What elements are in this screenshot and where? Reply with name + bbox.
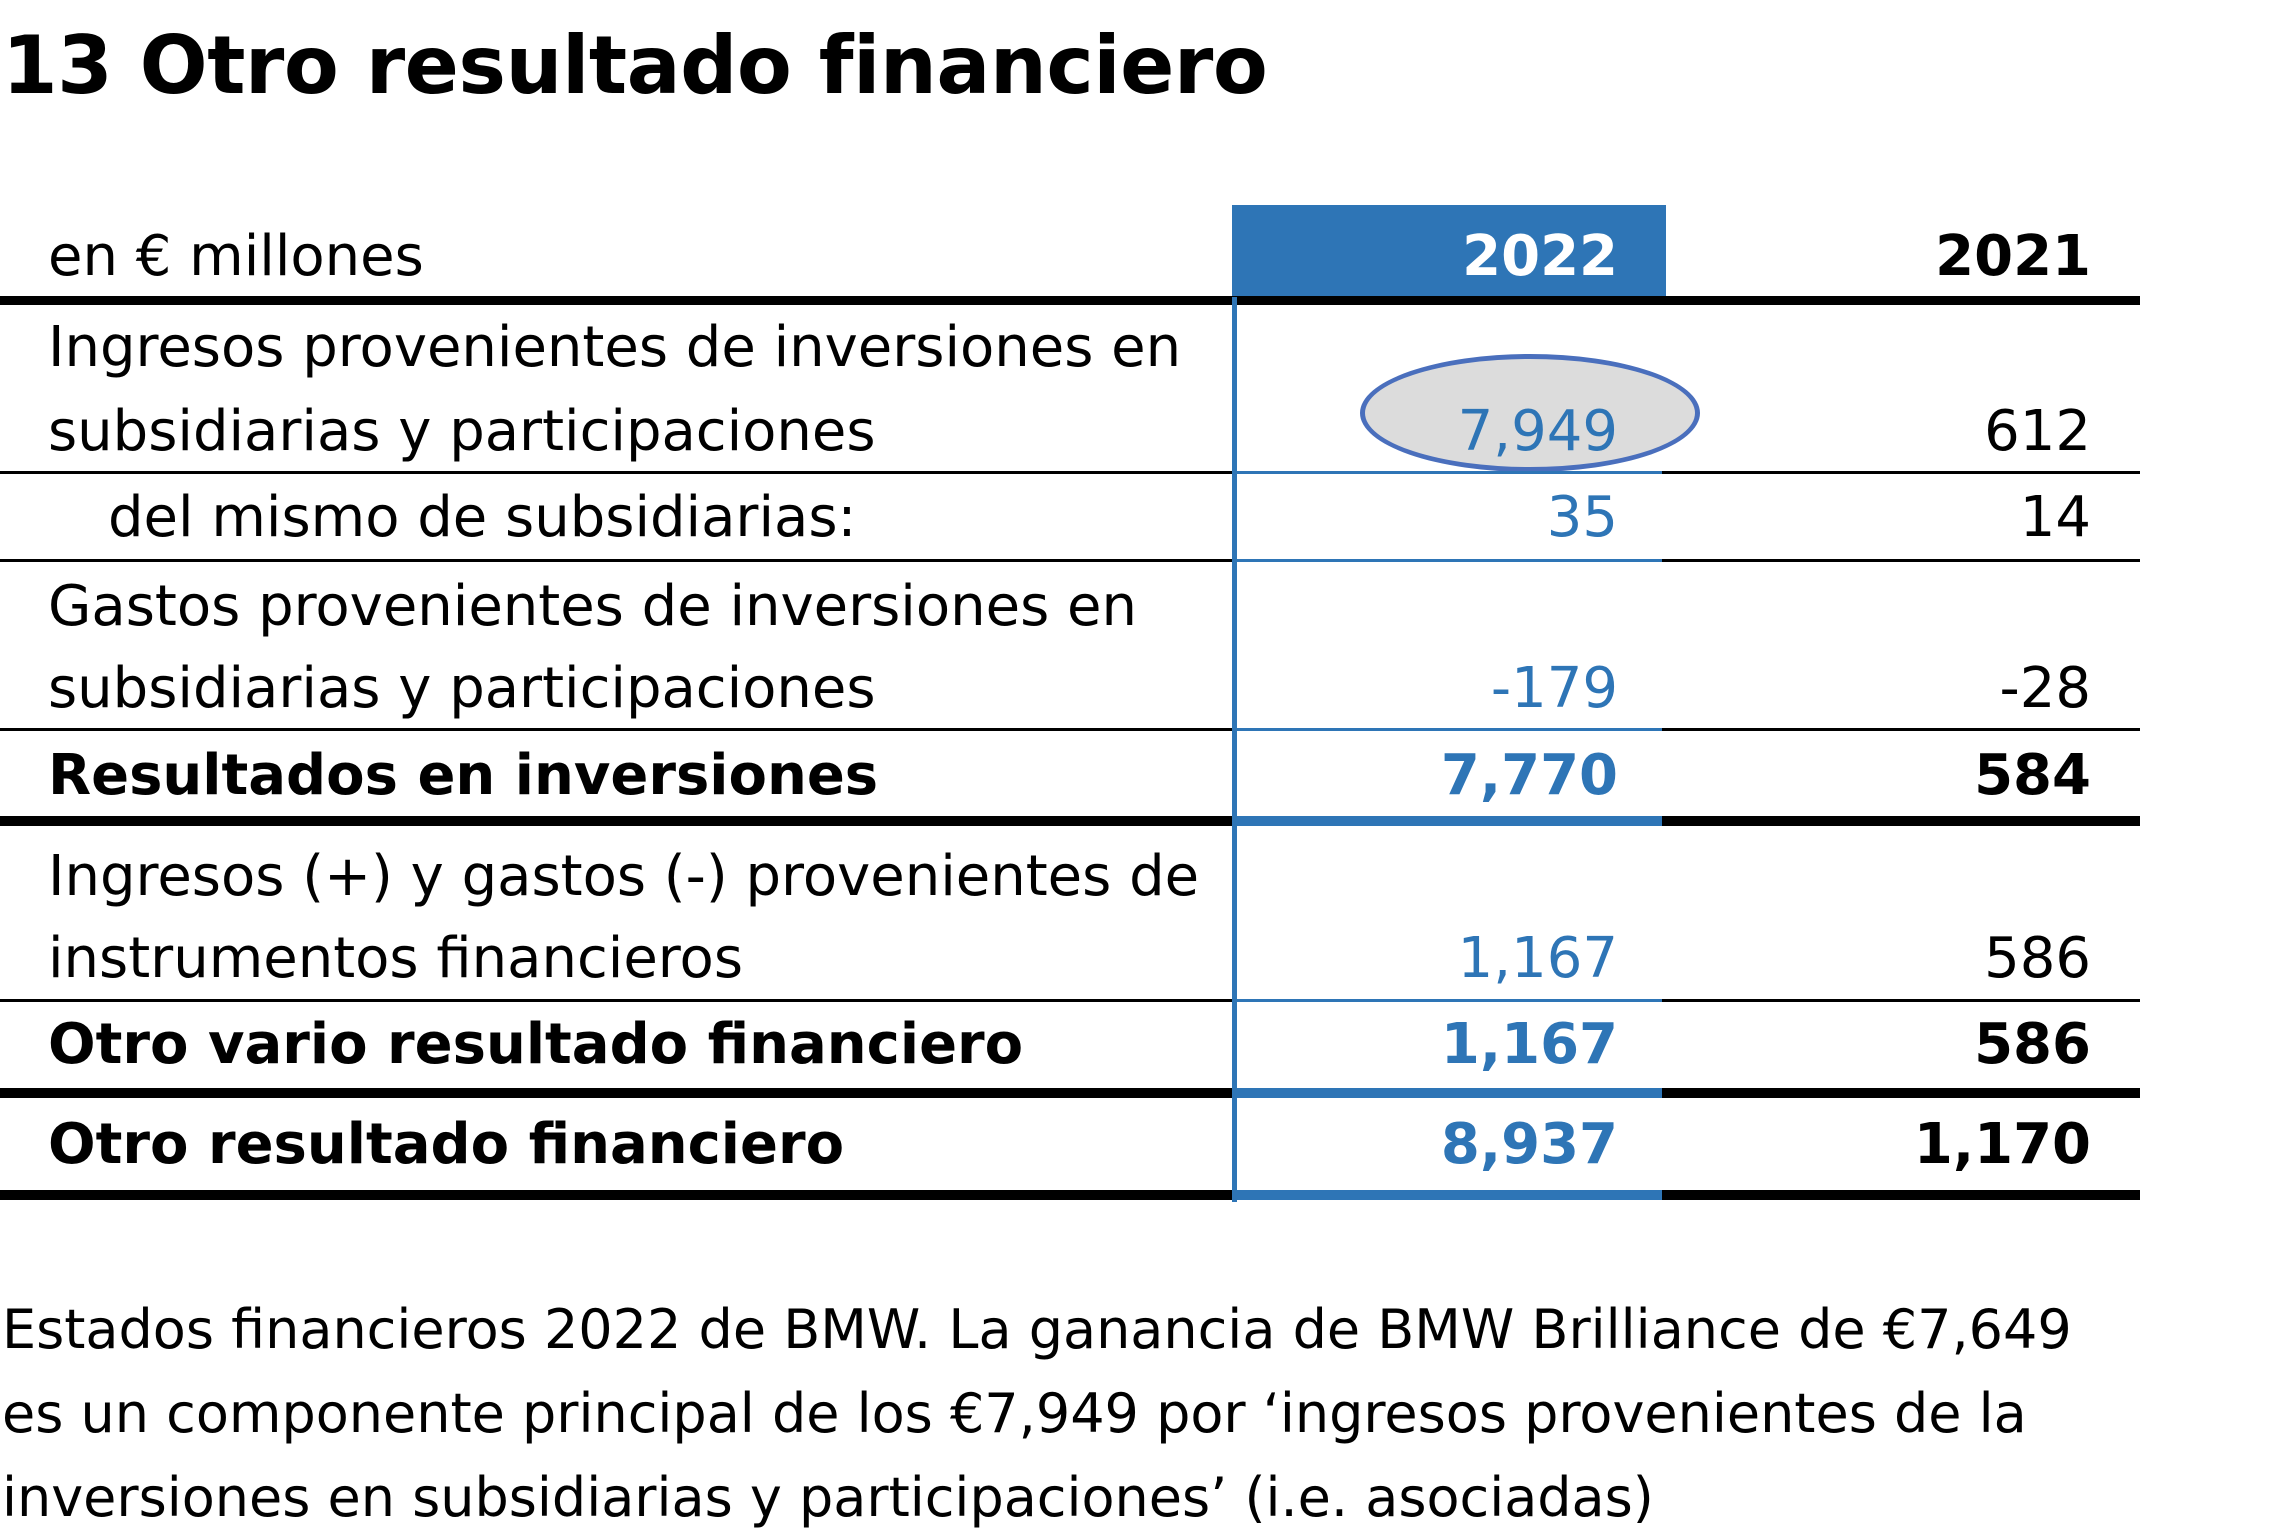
row-label-line: Gastos provenientes de inversiones en xyxy=(48,574,1137,639)
section-rule xyxy=(0,816,2140,826)
row-rule xyxy=(0,999,2140,1002)
row-rule-accent xyxy=(1232,999,1662,1002)
value-2022: -179 xyxy=(1490,656,1618,721)
value-2021: 584 xyxy=(1974,743,2091,808)
row-rule-accent xyxy=(1232,559,1662,562)
row-label-line: subsidiarias y participaciones xyxy=(48,399,876,464)
row-label-line: del mismo de subsidiarias: xyxy=(108,485,857,550)
row-rule xyxy=(0,728,2140,731)
unit-label: en € millones xyxy=(48,224,424,289)
row-rule xyxy=(0,471,2140,474)
total-rule xyxy=(0,1190,2140,1200)
row-label-line: Resultados en inversiones xyxy=(48,743,879,808)
column-2022-left-border xyxy=(1232,297,1237,1202)
value-2021: 586 xyxy=(1984,926,2091,991)
section-rule xyxy=(0,1088,2140,1098)
section-rule-accent xyxy=(1232,816,1662,826)
value-2022: 1,167 xyxy=(1457,926,1618,991)
row-rule-accent xyxy=(1232,471,1662,474)
total-rule-accent xyxy=(1232,1190,1662,1200)
value-2021: 14 xyxy=(2019,485,2091,550)
row-rule-accent xyxy=(1232,728,1662,731)
value-2021: 612 xyxy=(1984,399,2091,464)
value-2022: 35 xyxy=(1546,485,1618,550)
value-2022: 7,949 xyxy=(1457,399,1618,464)
header-rule xyxy=(0,296,2140,305)
row-label-line: Ingresos (+) y gastos (-) provenientes d… xyxy=(48,844,1200,909)
section-rule-accent xyxy=(1232,1088,1662,1098)
value-2021: -28 xyxy=(1999,656,2091,721)
caption-line: es un componente principal de los €7,949… xyxy=(2,1382,2027,1445)
header-2022-background xyxy=(1232,205,1666,297)
value-2022: 1,167 xyxy=(1440,1012,1618,1077)
row-label-line: Otro vario resultado financiero xyxy=(48,1012,1024,1077)
row-label-line: subsidiarias y participaciones xyxy=(48,656,876,721)
row-label-line: instrumentos financieros xyxy=(48,926,743,991)
header-2022: 2022 xyxy=(1462,224,1618,289)
value-2021: 586 xyxy=(1974,1012,2091,1077)
value-2022: 8,937 xyxy=(1440,1112,1618,1177)
highlight-ellipse xyxy=(1360,354,1700,472)
caption: Estados financieros 2022 de BMW. La gana… xyxy=(2,1288,2202,1540)
value-2022: 7,770 xyxy=(1440,743,1618,808)
row-label-line: Ingresos provenientes de inversiones en xyxy=(48,315,1182,380)
value-2021: 1,170 xyxy=(1913,1112,2091,1177)
row-rule xyxy=(0,559,2140,562)
header-2021: 2021 xyxy=(1935,224,2091,289)
caption-line: inversiones en subsidiarias y participac… xyxy=(2,1466,1654,1529)
row-label-line: Otro resultado financiero xyxy=(48,1112,845,1177)
page-title: 13 Otro resultado financiero xyxy=(2,19,1268,112)
caption-line: Estados financieros 2022 de BMW. La gana… xyxy=(2,1298,2072,1361)
